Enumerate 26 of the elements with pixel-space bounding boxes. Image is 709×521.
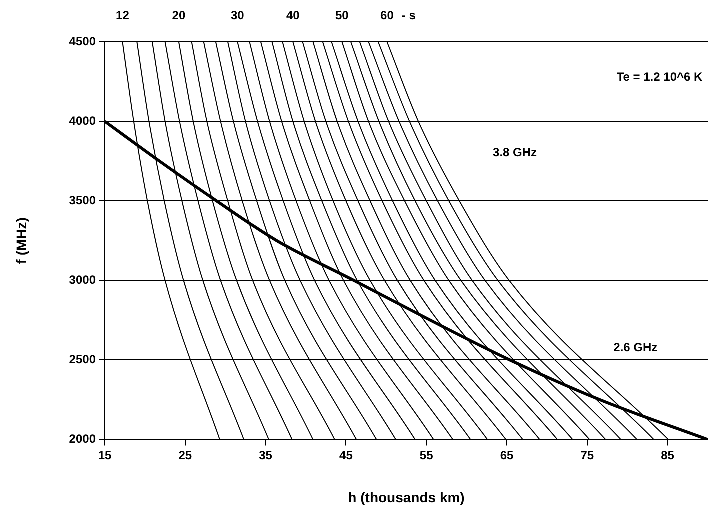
y-tick-label: 3500 xyxy=(69,193,96,208)
x-tick-label: 35 xyxy=(259,448,273,462)
series-label: 30 xyxy=(230,8,245,22)
series-label: 60 xyxy=(380,8,394,22)
annotation: Te = 1.2 10^6 K xyxy=(616,70,704,84)
x-tick-label: 65 xyxy=(500,448,514,462)
x-tick-label: 55 xyxy=(420,448,434,462)
x-tick-label: 25 xyxy=(178,448,192,462)
annotation: 2.6 GHz xyxy=(614,340,658,355)
annotation: 3.8 GHz xyxy=(493,146,538,160)
x-axis-title: h (thousands km) xyxy=(348,489,465,506)
series-label: 20 xyxy=(172,8,186,22)
series-label: 50 xyxy=(336,8,350,22)
y-tick-label: 4500 xyxy=(69,34,96,48)
x-tick-label: 45 xyxy=(340,448,354,462)
series-label: 12 xyxy=(116,8,130,22)
y-tick-label: 2000 xyxy=(69,432,96,446)
y-tick-label: 3000 xyxy=(69,272,96,287)
text: - s xyxy=(402,8,416,22)
x-tick-label: 15 xyxy=(98,448,112,462)
y-axis-title: f (MHz) xyxy=(13,218,30,264)
series-label: 40 xyxy=(286,8,300,22)
y-tick-label: 2500 xyxy=(69,352,96,367)
y-tick-label: 4000 xyxy=(69,114,96,128)
x-tick-label: 85 xyxy=(661,448,675,462)
x-tick-label: 75 xyxy=(580,448,594,462)
